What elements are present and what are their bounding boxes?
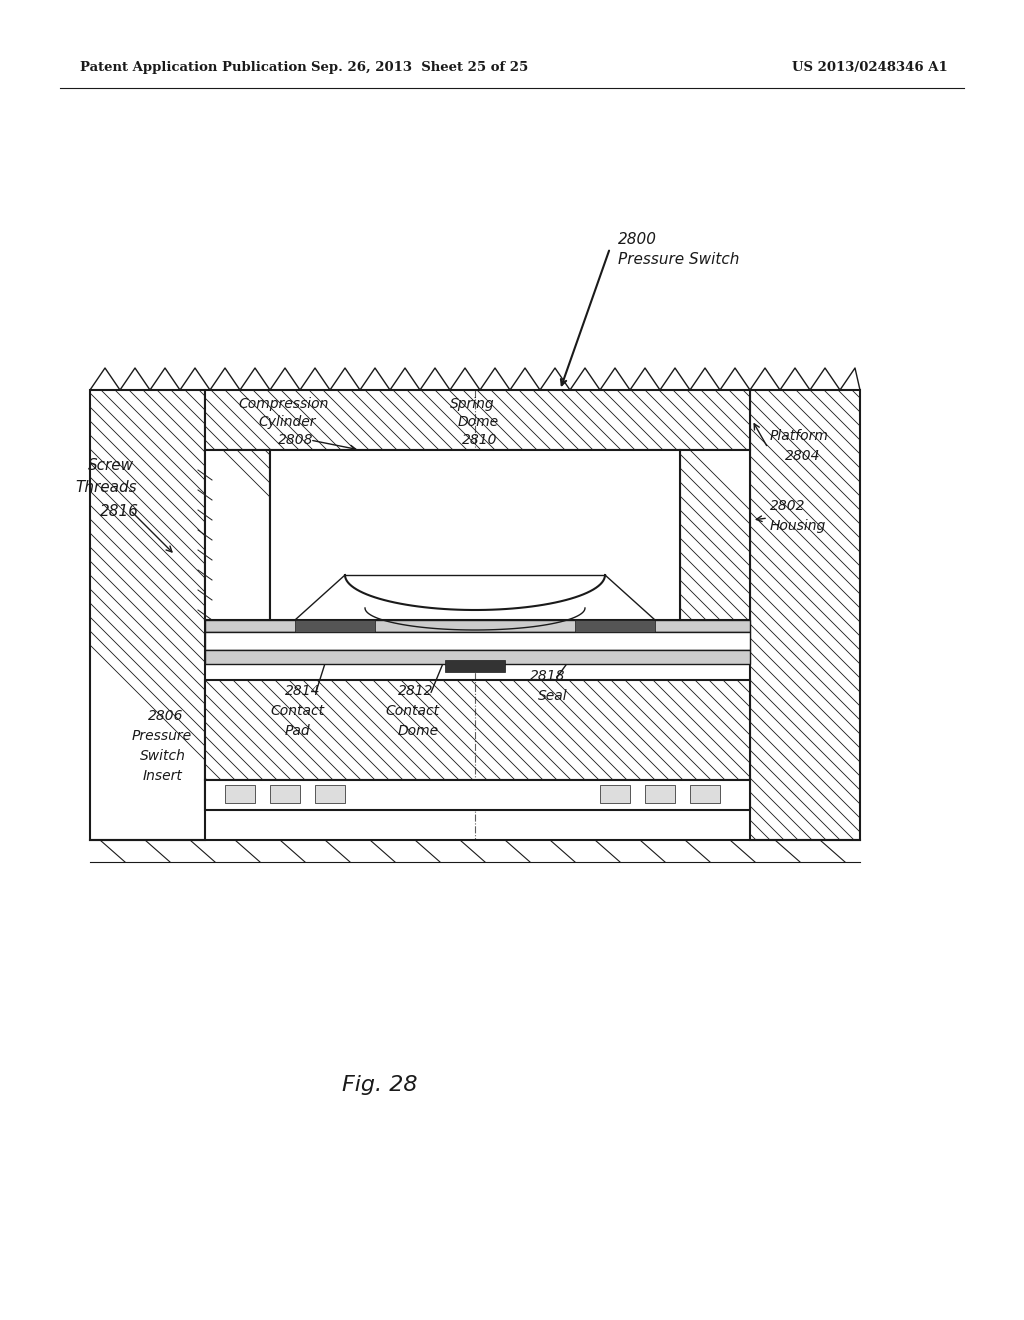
- Bar: [295, 620, 375, 632]
- Bar: [205, 450, 270, 620]
- Bar: [600, 785, 630, 803]
- Bar: [690, 785, 720, 803]
- Bar: [205, 632, 750, 649]
- Text: 2808: 2808: [278, 433, 313, 447]
- Text: 2816: 2816: [100, 504, 139, 519]
- Text: Switch: Switch: [140, 748, 186, 763]
- Bar: [645, 785, 675, 803]
- Text: 2804: 2804: [785, 449, 820, 463]
- Text: Contact: Contact: [270, 704, 325, 718]
- Text: Dome: Dome: [398, 723, 439, 738]
- Bar: [575, 620, 655, 632]
- Text: 2810: 2810: [462, 433, 498, 447]
- Text: Pad: Pad: [285, 723, 310, 738]
- Text: Spring: Spring: [450, 397, 495, 411]
- Text: Screw: Screw: [88, 458, 134, 473]
- Bar: [315, 785, 345, 803]
- Text: 2802: 2802: [770, 499, 806, 513]
- Bar: [680, 450, 750, 620]
- Text: Pressure: Pressure: [132, 729, 193, 743]
- Bar: [445, 660, 505, 672]
- Text: 2814: 2814: [285, 684, 321, 698]
- Text: Threads: Threads: [75, 480, 136, 495]
- Bar: [750, 389, 860, 840]
- Bar: [225, 785, 255, 803]
- Bar: [205, 389, 750, 450]
- Text: Compression: Compression: [238, 397, 329, 411]
- Text: Seal: Seal: [538, 689, 567, 704]
- Bar: [270, 450, 680, 620]
- Text: 2818: 2818: [530, 669, 565, 682]
- Text: Platform: Platform: [770, 429, 828, 444]
- Text: 2812: 2812: [398, 684, 433, 698]
- Bar: [270, 785, 300, 803]
- Text: Sep. 26, 2013  Sheet 25 of 25: Sep. 26, 2013 Sheet 25 of 25: [311, 62, 528, 74]
- Text: 2800: 2800: [618, 232, 657, 248]
- Text: Patent Application Publication: Patent Application Publication: [80, 62, 307, 74]
- Text: Pressure Switch: Pressure Switch: [618, 252, 739, 268]
- Text: Fig. 28: Fig. 28: [342, 1074, 418, 1096]
- Text: US 2013/0248346 A1: US 2013/0248346 A1: [793, 62, 948, 74]
- Bar: [205, 780, 750, 810]
- Text: 2806: 2806: [148, 709, 183, 723]
- Bar: [205, 680, 750, 780]
- Bar: [205, 620, 750, 632]
- Bar: [90, 389, 205, 840]
- Bar: [205, 649, 750, 664]
- Text: Housing: Housing: [770, 519, 826, 533]
- Text: Insert: Insert: [143, 770, 183, 783]
- Text: Contact: Contact: [385, 704, 439, 718]
- Text: Cylinder: Cylinder: [258, 414, 315, 429]
- Text: Dome: Dome: [458, 414, 499, 429]
